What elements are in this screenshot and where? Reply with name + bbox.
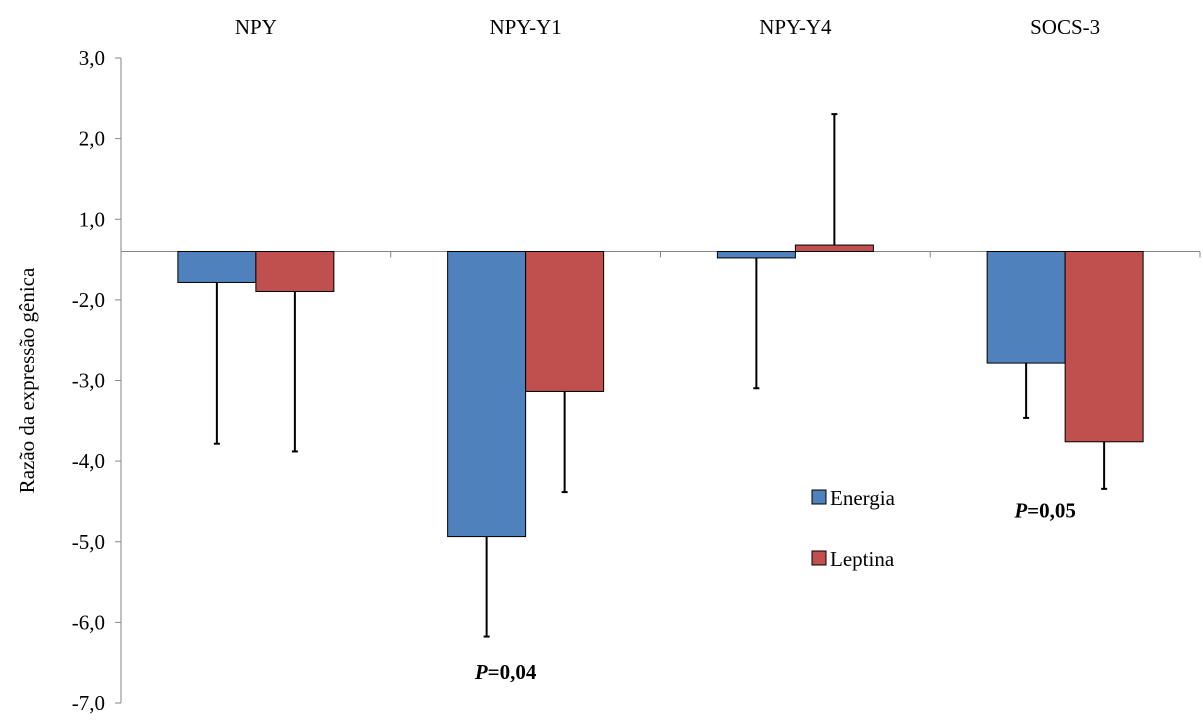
y-tick-label: 2,0 xyxy=(79,127,105,151)
axes xyxy=(115,57,1201,704)
legend: Energia Leptina xyxy=(811,486,896,571)
bar-energia xyxy=(447,251,527,538)
legend-swatch-energia xyxy=(811,489,827,505)
y-tick-label: -6,0 xyxy=(72,610,105,634)
legend-label-leptina: Leptina xyxy=(830,547,895,571)
labels: 3,0 2,0 1,0 -2,0 -3,0 -4,0 -5,0 -6,0 -7,0 NPY NPY-… xyxy=(15,15,1100,715)
bar-leptina xyxy=(255,251,335,292)
y-tick-label: -7,0 xyxy=(72,691,105,715)
bar-leptina xyxy=(525,251,605,392)
category-label: NPY-Y1 xyxy=(489,15,561,39)
y-tick-label: -2,0 xyxy=(72,288,105,312)
legend-label-energia: Energia xyxy=(830,486,896,510)
bar-leptina xyxy=(1064,251,1144,443)
y-tick-label: 1,0 xyxy=(79,207,105,231)
bar-leptina xyxy=(794,244,874,253)
bars xyxy=(177,244,1144,538)
error-bars xyxy=(213,113,1108,638)
y-tick-label: 3,0 xyxy=(79,46,105,70)
y-tick-label: -5,0 xyxy=(72,530,105,554)
category-label: NPY-Y4 xyxy=(759,15,832,39)
p-value-annotation: P=0,04 xyxy=(474,660,537,684)
bar-energia xyxy=(177,251,257,283)
y-axis-title: Razão da expressão gênica xyxy=(15,267,39,493)
p-value-annotation: P=0,05 xyxy=(1013,499,1076,523)
legend-swatch-leptina xyxy=(811,550,827,566)
category-label: NPY xyxy=(235,15,277,39)
category-label: SOCS-3 xyxy=(1030,15,1100,39)
y-tick-label: -3,0 xyxy=(72,369,105,393)
bar-energia xyxy=(716,251,796,259)
y-tick-label: -4,0 xyxy=(72,449,105,473)
bar-energia xyxy=(986,251,1066,364)
